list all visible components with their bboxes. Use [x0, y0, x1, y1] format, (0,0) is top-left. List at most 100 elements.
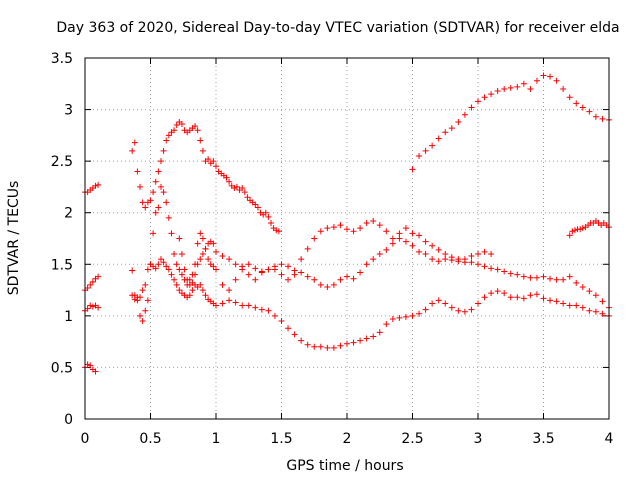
data-point [455, 118, 462, 125]
data-point [422, 306, 429, 313]
data-point [219, 281, 226, 288]
data-point [468, 104, 475, 111]
data-point [396, 235, 403, 242]
data-point [265, 266, 272, 273]
data-point [520, 80, 527, 87]
data-point [210, 158, 217, 165]
x-tick-label: 1 [212, 431, 221, 447]
data-point [475, 98, 481, 105]
data-point [527, 85, 534, 92]
data-point [533, 274, 540, 281]
data-point [383, 246, 390, 253]
y-tick-label: 3 [64, 103, 73, 119]
data-point [213, 248, 219, 255]
data-point [416, 232, 423, 239]
data-point [84, 285, 91, 292]
data-point [344, 273, 350, 280]
data-point [560, 85, 567, 92]
series-sat-d [176, 235, 495, 290]
data-point [233, 183, 240, 190]
data-point [171, 276, 178, 283]
data-point [173, 122, 180, 129]
data-point [586, 307, 593, 314]
data-point [226, 256, 233, 263]
data-point [317, 281, 324, 288]
data-point [226, 287, 233, 294]
data-point [573, 100, 580, 107]
data-point [533, 77, 540, 84]
series-sat-c [82, 183, 612, 325]
data-point [278, 261, 285, 268]
data-point [189, 287, 196, 294]
data-point [370, 217, 377, 224]
data-point [298, 269, 305, 276]
data-point [226, 178, 233, 185]
data-point [205, 256, 212, 263]
data-point [396, 230, 403, 237]
data-point [89, 278, 96, 285]
data-point [566, 94, 573, 101]
data-point [488, 290, 495, 297]
data-point [442, 129, 449, 136]
data-point [178, 121, 185, 128]
data-point [219, 253, 226, 260]
x-axis-label: GPS time / hours [286, 458, 403, 474]
data-point [142, 307, 149, 314]
data-point [213, 302, 219, 309]
data-point [129, 292, 136, 299]
data-point [163, 263, 170, 270]
data-point [448, 304, 455, 311]
data-point [435, 246, 442, 253]
data-point [547, 275, 554, 282]
data-point [481, 294, 488, 301]
data-point [92, 368, 99, 375]
data-point [429, 256, 436, 263]
data-point [547, 73, 554, 80]
data-point [416, 310, 423, 317]
data-point [181, 266, 188, 273]
data-point [402, 225, 409, 232]
data-point [298, 337, 305, 344]
data-point [579, 283, 586, 290]
data-point [376, 222, 383, 229]
data-point [232, 299, 239, 306]
data-point [488, 91, 495, 98]
data-point [258, 268, 265, 275]
data-point [92, 182, 99, 189]
data-point [507, 270, 514, 277]
series-sat-a [82, 118, 282, 235]
y-tick-label: 0.5 [51, 360, 73, 376]
data-point [171, 250, 178, 257]
data-point [520, 273, 527, 280]
plot-frame [84, 57, 610, 420]
x-tick-label: 2.5 [401, 431, 423, 447]
data-point [139, 199, 146, 206]
data-point [514, 83, 521, 90]
data-point [152, 209, 159, 216]
data-point [577, 226, 584, 233]
data-point [265, 213, 272, 220]
data-point [599, 298, 606, 305]
data-point [475, 261, 481, 268]
data-point [448, 257, 455, 264]
data-point [199, 287, 206, 294]
data-point [501, 268, 508, 275]
data-point [178, 271, 185, 278]
data-point [273, 227, 280, 234]
data-point [579, 225, 586, 232]
data-point [194, 261, 201, 268]
data-point [507, 84, 514, 91]
data-point [311, 235, 318, 242]
data-point [468, 306, 475, 313]
data-point [599, 310, 606, 317]
axis-ticks: 0 0.5 1 1.5 2 2.5 3 3.5 4 0 0.5 1 1.5 2 2.5 3 3.5 [51, 51, 614, 447]
data-point [210, 263, 217, 270]
data-point [442, 256, 449, 263]
data-point [194, 240, 201, 247]
data-point [317, 228, 324, 235]
x-tick-label: 3.5 [532, 431, 554, 447]
data-point [95, 273, 102, 280]
data-point [155, 204, 162, 211]
data-point [254, 204, 261, 211]
data-point [194, 127, 201, 134]
